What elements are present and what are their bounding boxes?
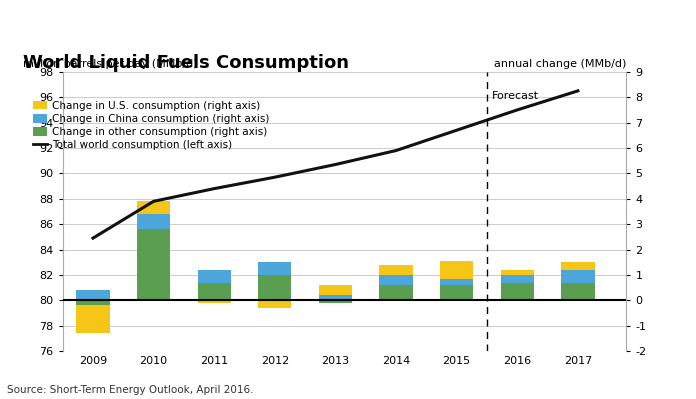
Bar bbox=[258, 300, 292, 308]
Bar bbox=[379, 285, 413, 300]
Bar bbox=[77, 305, 110, 333]
Bar bbox=[440, 279, 473, 285]
Bar bbox=[137, 229, 171, 300]
Bar bbox=[379, 275, 413, 285]
Bar bbox=[77, 300, 110, 305]
Bar bbox=[258, 275, 292, 300]
Text: million barrels per day (MMb/d): million barrels per day (MMb/d) bbox=[23, 59, 198, 69]
Bar bbox=[440, 285, 473, 300]
Text: Source: Short-Term Energy Outlook, April 2016.: Source: Short-Term Energy Outlook, April… bbox=[7, 385, 253, 395]
Bar bbox=[500, 270, 534, 275]
Bar bbox=[379, 265, 413, 275]
Bar bbox=[137, 201, 171, 214]
Bar bbox=[319, 285, 352, 295]
Bar bbox=[561, 282, 594, 300]
Bar bbox=[137, 214, 171, 229]
Text: annual change (MMb/d): annual change (MMb/d) bbox=[494, 59, 626, 69]
Text: Forecast: Forecast bbox=[492, 91, 539, 101]
Bar bbox=[198, 282, 231, 300]
Bar bbox=[319, 295, 352, 300]
Bar bbox=[500, 282, 534, 300]
Bar bbox=[319, 300, 352, 303]
Bar bbox=[258, 262, 292, 275]
Text: World Liquid Fuels Consumption: World Liquid Fuels Consumption bbox=[23, 54, 349, 72]
Bar bbox=[561, 270, 594, 282]
Bar bbox=[561, 262, 594, 270]
Bar bbox=[440, 261, 473, 279]
Bar bbox=[77, 290, 110, 300]
Bar bbox=[198, 270, 231, 282]
Bar bbox=[198, 300, 231, 303]
Legend: Change in U.S. consumption (right axis), Change in China consumption (right axis: Change in U.S. consumption (right axis),… bbox=[29, 97, 274, 154]
Bar bbox=[500, 275, 534, 282]
